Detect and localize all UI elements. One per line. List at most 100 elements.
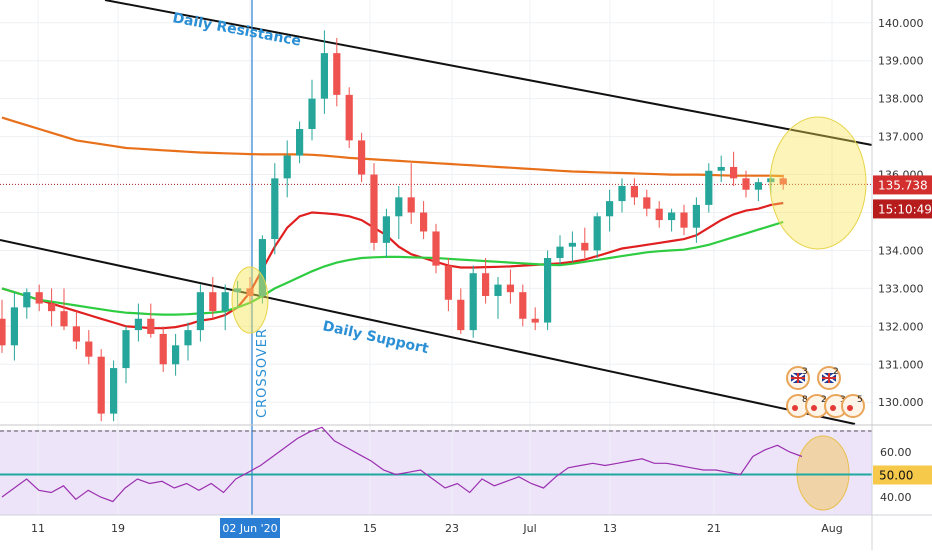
moving-averages bbox=[1, 116, 784, 330]
candle-body bbox=[296, 129, 304, 156]
candle-body bbox=[457, 299, 465, 331]
candle bbox=[730, 151, 738, 186]
candle-body bbox=[630, 185, 638, 198]
candle bbox=[184, 322, 192, 361]
badge-count: 5 bbox=[857, 395, 863, 405]
candle-body bbox=[358, 140, 366, 175]
candle-body bbox=[444, 265, 452, 300]
x-tick-label: 02 Jun '20 bbox=[222, 522, 277, 535]
candle bbox=[767, 174, 775, 194]
highlights bbox=[231, 116, 867, 511]
rsi-reference-label: 50.00 bbox=[879, 469, 913, 483]
candle bbox=[345, 87, 353, 148]
candle-body bbox=[469, 273, 477, 331]
candle bbox=[544, 250, 552, 331]
candle-body bbox=[209, 292, 217, 312]
candle bbox=[97, 349, 105, 422]
candle bbox=[779, 174, 787, 190]
candle-body bbox=[333, 53, 341, 95]
candle-body bbox=[60, 311, 68, 327]
uk-event-badge: 3 bbox=[786, 366, 810, 390]
candle-body bbox=[345, 94, 353, 141]
candle-body bbox=[382, 216, 390, 243]
event-dot-icon bbox=[830, 405, 836, 411]
candle-body bbox=[606, 201, 614, 217]
candle bbox=[643, 189, 651, 217]
candle-body bbox=[184, 330, 192, 346]
candle bbox=[382, 208, 390, 259]
candle bbox=[209, 277, 217, 319]
candle-body bbox=[395, 197, 403, 217]
grid bbox=[0, 0, 872, 515]
candle bbox=[606, 189, 614, 232]
price-highlight-circle bbox=[769, 116, 867, 250]
candle-body bbox=[159, 333, 167, 365]
candle-body bbox=[85, 341, 93, 357]
event-badges: 328235 bbox=[786, 366, 865, 418]
candle bbox=[742, 170, 750, 198]
candle bbox=[35, 284, 43, 312]
candle bbox=[593, 212, 601, 259]
candle-body bbox=[407, 197, 415, 213]
x-tick-label: Jul bbox=[522, 522, 536, 535]
candle-body bbox=[519, 292, 527, 319]
badge-count: 3 bbox=[802, 367, 808, 377]
candle bbox=[581, 227, 589, 259]
candle bbox=[308, 79, 316, 141]
rsi-y-tick-label: 40.00 bbox=[880, 491, 912, 504]
y-tick-label: 130.000 bbox=[878, 396, 924, 409]
moving-average-line bbox=[1, 220, 784, 316]
badge-count: 2 bbox=[821, 395, 827, 405]
candle bbox=[407, 163, 415, 224]
candle bbox=[10, 292, 18, 361]
candle-body bbox=[767, 178, 775, 183]
candle bbox=[271, 163, 279, 255]
candle-body bbox=[23, 292, 31, 308]
x-tick-label: Aug bbox=[821, 522, 842, 535]
countdown-tag bbox=[873, 199, 932, 219]
candle-body bbox=[320, 53, 328, 99]
candle bbox=[48, 288, 56, 327]
candle bbox=[196, 284, 204, 342]
support-trendline bbox=[0, 239, 856, 425]
candle bbox=[705, 163, 713, 213]
x-tick-label: 21 bbox=[707, 522, 721, 535]
candle-body bbox=[668, 212, 676, 221]
rsi-panel bbox=[0, 426, 872, 503]
candle-body bbox=[122, 330, 130, 369]
candle bbox=[23, 288, 31, 319]
candle bbox=[432, 223, 440, 274]
event-dot-icon bbox=[847, 405, 853, 411]
candle bbox=[444, 258, 452, 312]
candle bbox=[395, 185, 403, 240]
candle bbox=[110, 360, 118, 422]
candle-body bbox=[692, 204, 700, 228]
y-tick-label: 134.000 bbox=[878, 244, 924, 257]
event-badge: 5 bbox=[841, 394, 865, 418]
candle bbox=[482, 258, 490, 304]
candle-body bbox=[593, 216, 601, 251]
candle-body bbox=[556, 246, 564, 259]
candle-body bbox=[655, 208, 663, 221]
candle-body bbox=[482, 273, 490, 296]
y-tick-label: 132.000 bbox=[878, 320, 924, 333]
candle-body bbox=[494, 284, 502, 296]
candle-body bbox=[172, 345, 180, 365]
candle-body bbox=[97, 356, 105, 414]
candle bbox=[134, 303, 142, 342]
candle-body bbox=[246, 288, 254, 296]
candle-body bbox=[308, 98, 316, 130]
candles bbox=[0, 30, 787, 422]
candle-body bbox=[420, 212, 428, 232]
candle-body bbox=[221, 292, 229, 312]
candle bbox=[60, 288, 68, 331]
moving-average-line bbox=[1, 201, 784, 330]
y-tick-label: 133.000 bbox=[878, 282, 924, 295]
candle bbox=[221, 284, 229, 331]
candle-body bbox=[110, 368, 118, 414]
candle-body bbox=[643, 197, 651, 209]
y-tick-label: 131.000 bbox=[878, 358, 924, 371]
candle bbox=[358, 132, 366, 183]
